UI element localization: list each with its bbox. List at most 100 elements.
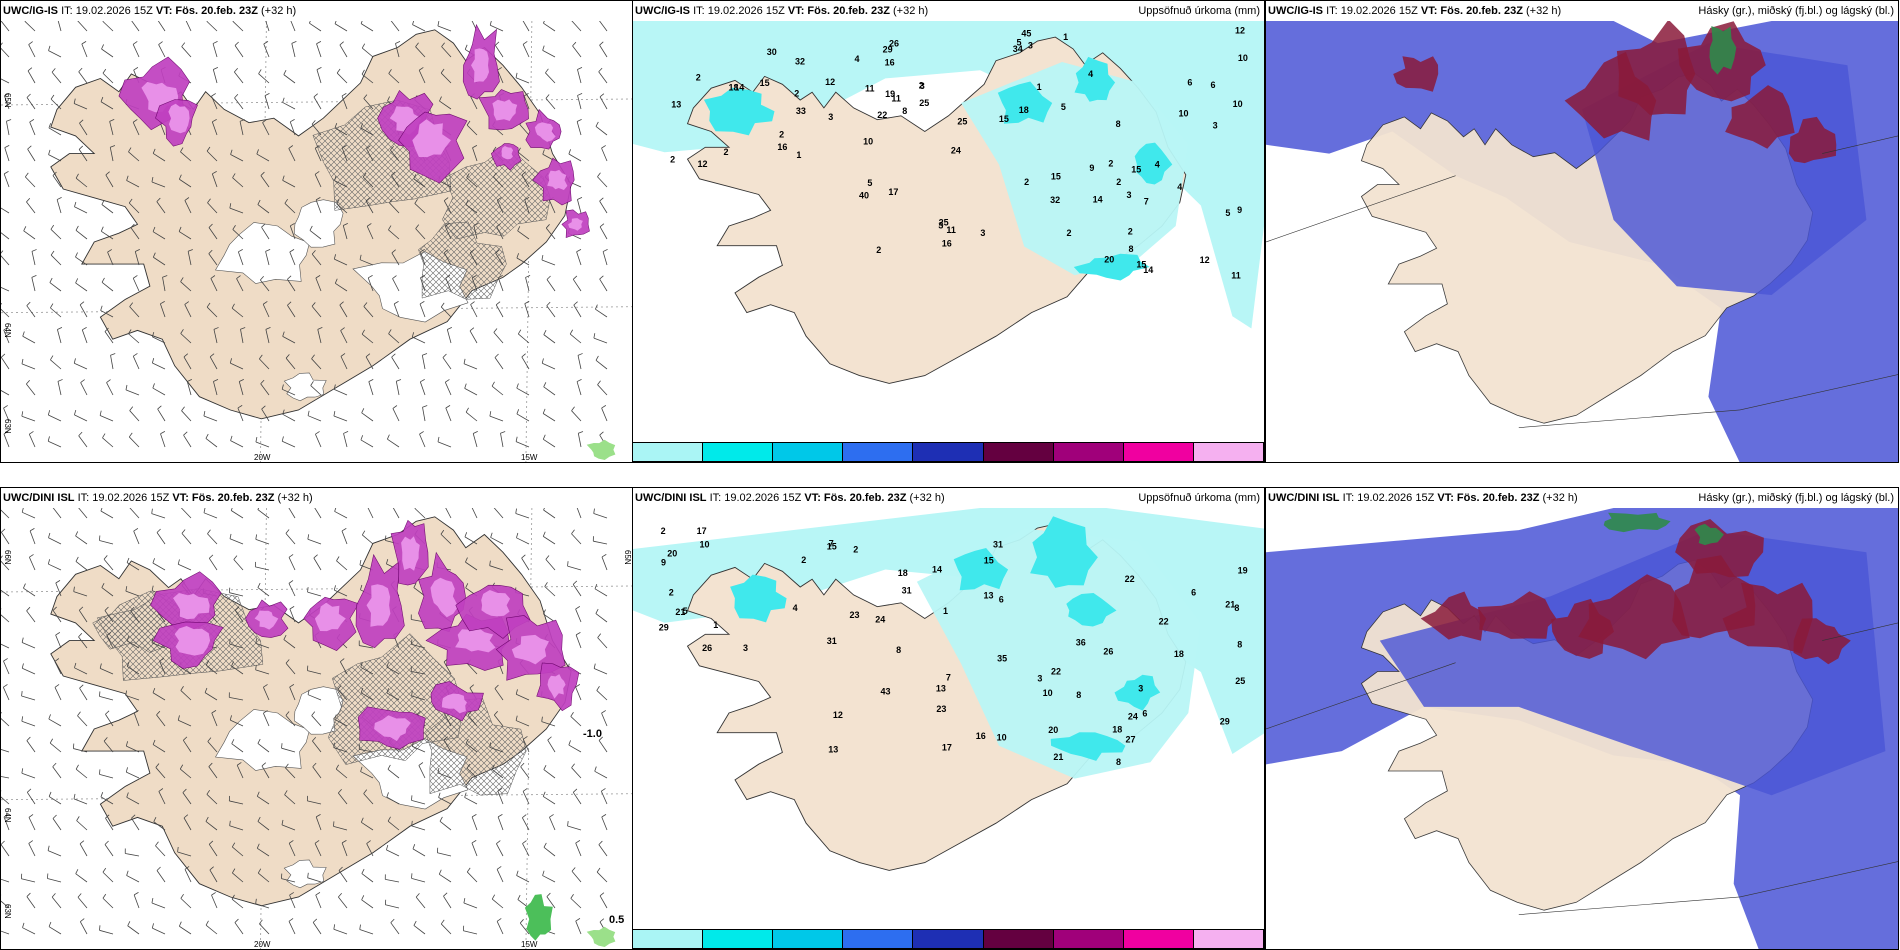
wind-barb: [1, 302, 10, 318]
barb-feather: [206, 302, 211, 308]
barb-feather: [368, 275, 373, 279]
wind-barb: [593, 508, 608, 519]
wind-barb: [239, 119, 245, 136]
projection-line: [1266, 662, 1456, 730]
wind-barb: [336, 68, 348, 84]
barb-shaft: [497, 816, 504, 831]
barb-feather: [236, 275, 241, 279]
barb-feather: [419, 301, 425, 305]
barb-shaft: [467, 715, 478, 727]
wind-barb: [230, 149, 244, 162]
barb-feather: [73, 98, 76, 104]
barb-feather: [48, 791, 52, 797]
barb-feather: [29, 554, 34, 558]
wind-barb: [541, 254, 556, 266]
barb-feather: [365, 197, 371, 202]
barb-shaft: [155, 767, 166, 779]
barb-shaft: [595, 613, 608, 623]
barb-shaft: [519, 124, 530, 136]
wind-barb: [415, 224, 426, 240]
wind-barb: [110, 353, 116, 370]
wind-barb: [78, 67, 88, 84]
wind-barb: [129, 406, 140, 422]
barb-feather: [386, 844, 389, 850]
barb-shaft: [521, 817, 530, 831]
barb-feather: [361, 43, 366, 49]
barb-feather: [125, 741, 129, 747]
barb-feather: [205, 816, 209, 822]
barb-shaft: [126, 562, 140, 571]
barb-feather: [420, 249, 425, 253]
wind-barb: [419, 249, 426, 266]
precip-value: 12: [833, 710, 843, 720]
wind-barb: [162, 275, 168, 292]
barb-feather: [287, 275, 292, 280]
barb-feather: [360, 123, 363, 129]
barb-shaft: [23, 587, 36, 597]
wind-barb: [184, 866, 192, 883]
barb-feather: [158, 788, 164, 792]
barb-shaft: [179, 925, 192, 935]
wind-barb: [545, 224, 556, 240]
barb-feather: [80, 379, 85, 383]
barb-shaft: [317, 329, 322, 344]
barb-shaft: [413, 925, 426, 935]
barb-shaft: [392, 278, 400, 292]
wind-barb: [256, 149, 270, 162]
wind-barb: [78, 606, 88, 623]
barb-feather: [73, 358, 76, 364]
barb-feather: [597, 633, 602, 638]
barb-shaft: [594, 588, 608, 597]
barb-feather: [75, 556, 79, 562]
barb-feather: [517, 226, 521, 232]
wind-barb: [205, 433, 218, 448]
barb-shaft: [158, 791, 166, 805]
barb-feather: [498, 275, 503, 279]
barb-feather: [262, 301, 268, 305]
barb-feather: [469, 249, 475, 254]
barb-feather: [184, 197, 190, 201]
barb-feather: [576, 249, 582, 253]
wind-barb: [384, 874, 400, 883]
wind-barb: [543, 21, 556, 32]
barb-feather: [497, 788, 503, 792]
wind-barb: [315, 197, 322, 214]
barb-feather: [368, 379, 374, 383]
barb-shaft: [184, 200, 192, 214]
barb-shaft: [599, 96, 608, 110]
barb-shaft: [281, 824, 296, 831]
barb-feather: [595, 121, 599, 127]
barb-shaft: [22, 667, 36, 675]
barb-feather: [307, 587, 309, 593]
barb-feather: [593, 508, 595, 514]
wind-barb: [180, 329, 192, 344]
barb-shaft: [522, 791, 530, 805]
barb-feather: [151, 176, 154, 183]
barb-feather: [135, 249, 140, 252]
precip-value: 11: [891, 94, 901, 104]
wind-barb: [575, 632, 582, 649]
barb-shaft: [1, 930, 10, 935]
barb-shaft: [542, 50, 556, 58]
wind-barb: [596, 686, 608, 701]
snow-core: [501, 146, 514, 160]
barb-feather: [309, 225, 313, 231]
barb-feather: [285, 763, 289, 769]
wind-barb: [52, 171, 62, 188]
barb-shaft: [263, 43, 270, 58]
wind-barb: [520, 762, 530, 779]
barb-shaft: [208, 844, 218, 857]
precip-value: 35: [997, 654, 1007, 664]
barb-shaft: [129, 410, 140, 422]
wind-barb: [27, 145, 36, 162]
mid-cloud-area: [1393, 56, 1439, 92]
barb-feather: [205, 660, 210, 666]
barb-shaft: [51, 896, 62, 909]
wind-barb: [21, 358, 36, 370]
barb-feather: [257, 582, 261, 588]
wind-barb: [568, 740, 582, 753]
barb-shaft: [541, 259, 556, 266]
barb-feather: [233, 555, 238, 560]
wind-barb: [593, 663, 608, 675]
barb-shaft: [73, 798, 88, 805]
